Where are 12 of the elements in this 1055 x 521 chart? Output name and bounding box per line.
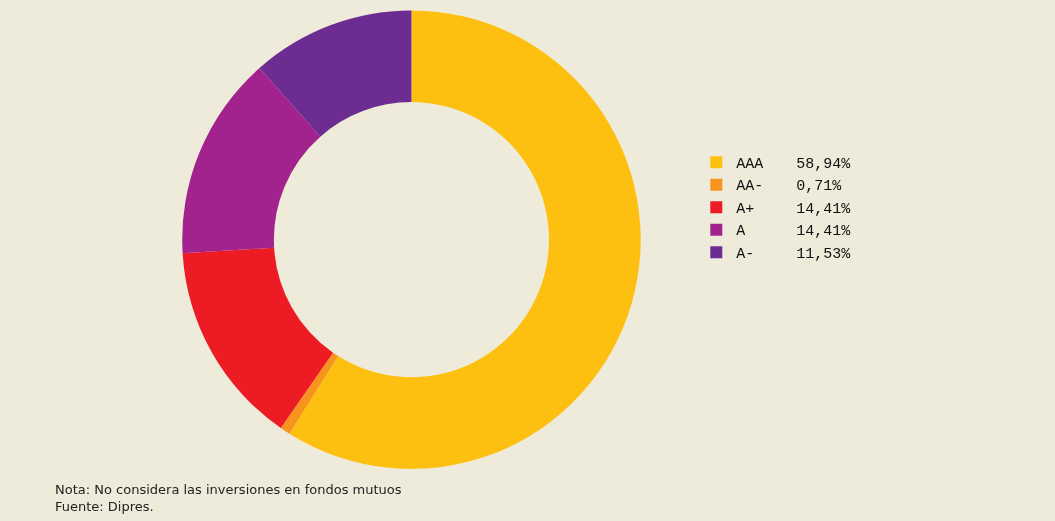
- donut-slice: [259, 10, 412, 137]
- donut-slice: [280, 352, 339, 434]
- donut-slice: [182, 67, 321, 254]
- donut-slice: [289, 10, 641, 469]
- legend-label: AAA 58,94%: [736, 155, 852, 173]
- legend-label: A- 11,53%: [736, 245, 852, 263]
- legend-label: AA- 0,71%: [736, 178, 843, 196]
- text: Nota: No considera las inversiones en fondos mutuos: [55, 482, 402, 497]
- legend-label: A 14,41%: [736, 223, 852, 241]
- legend-label: A+ 14,41%: [736, 200, 852, 218]
- source-note: Fuente: Dipres.: [55, 498, 154, 514]
- donut-slice: [182, 247, 334, 429]
